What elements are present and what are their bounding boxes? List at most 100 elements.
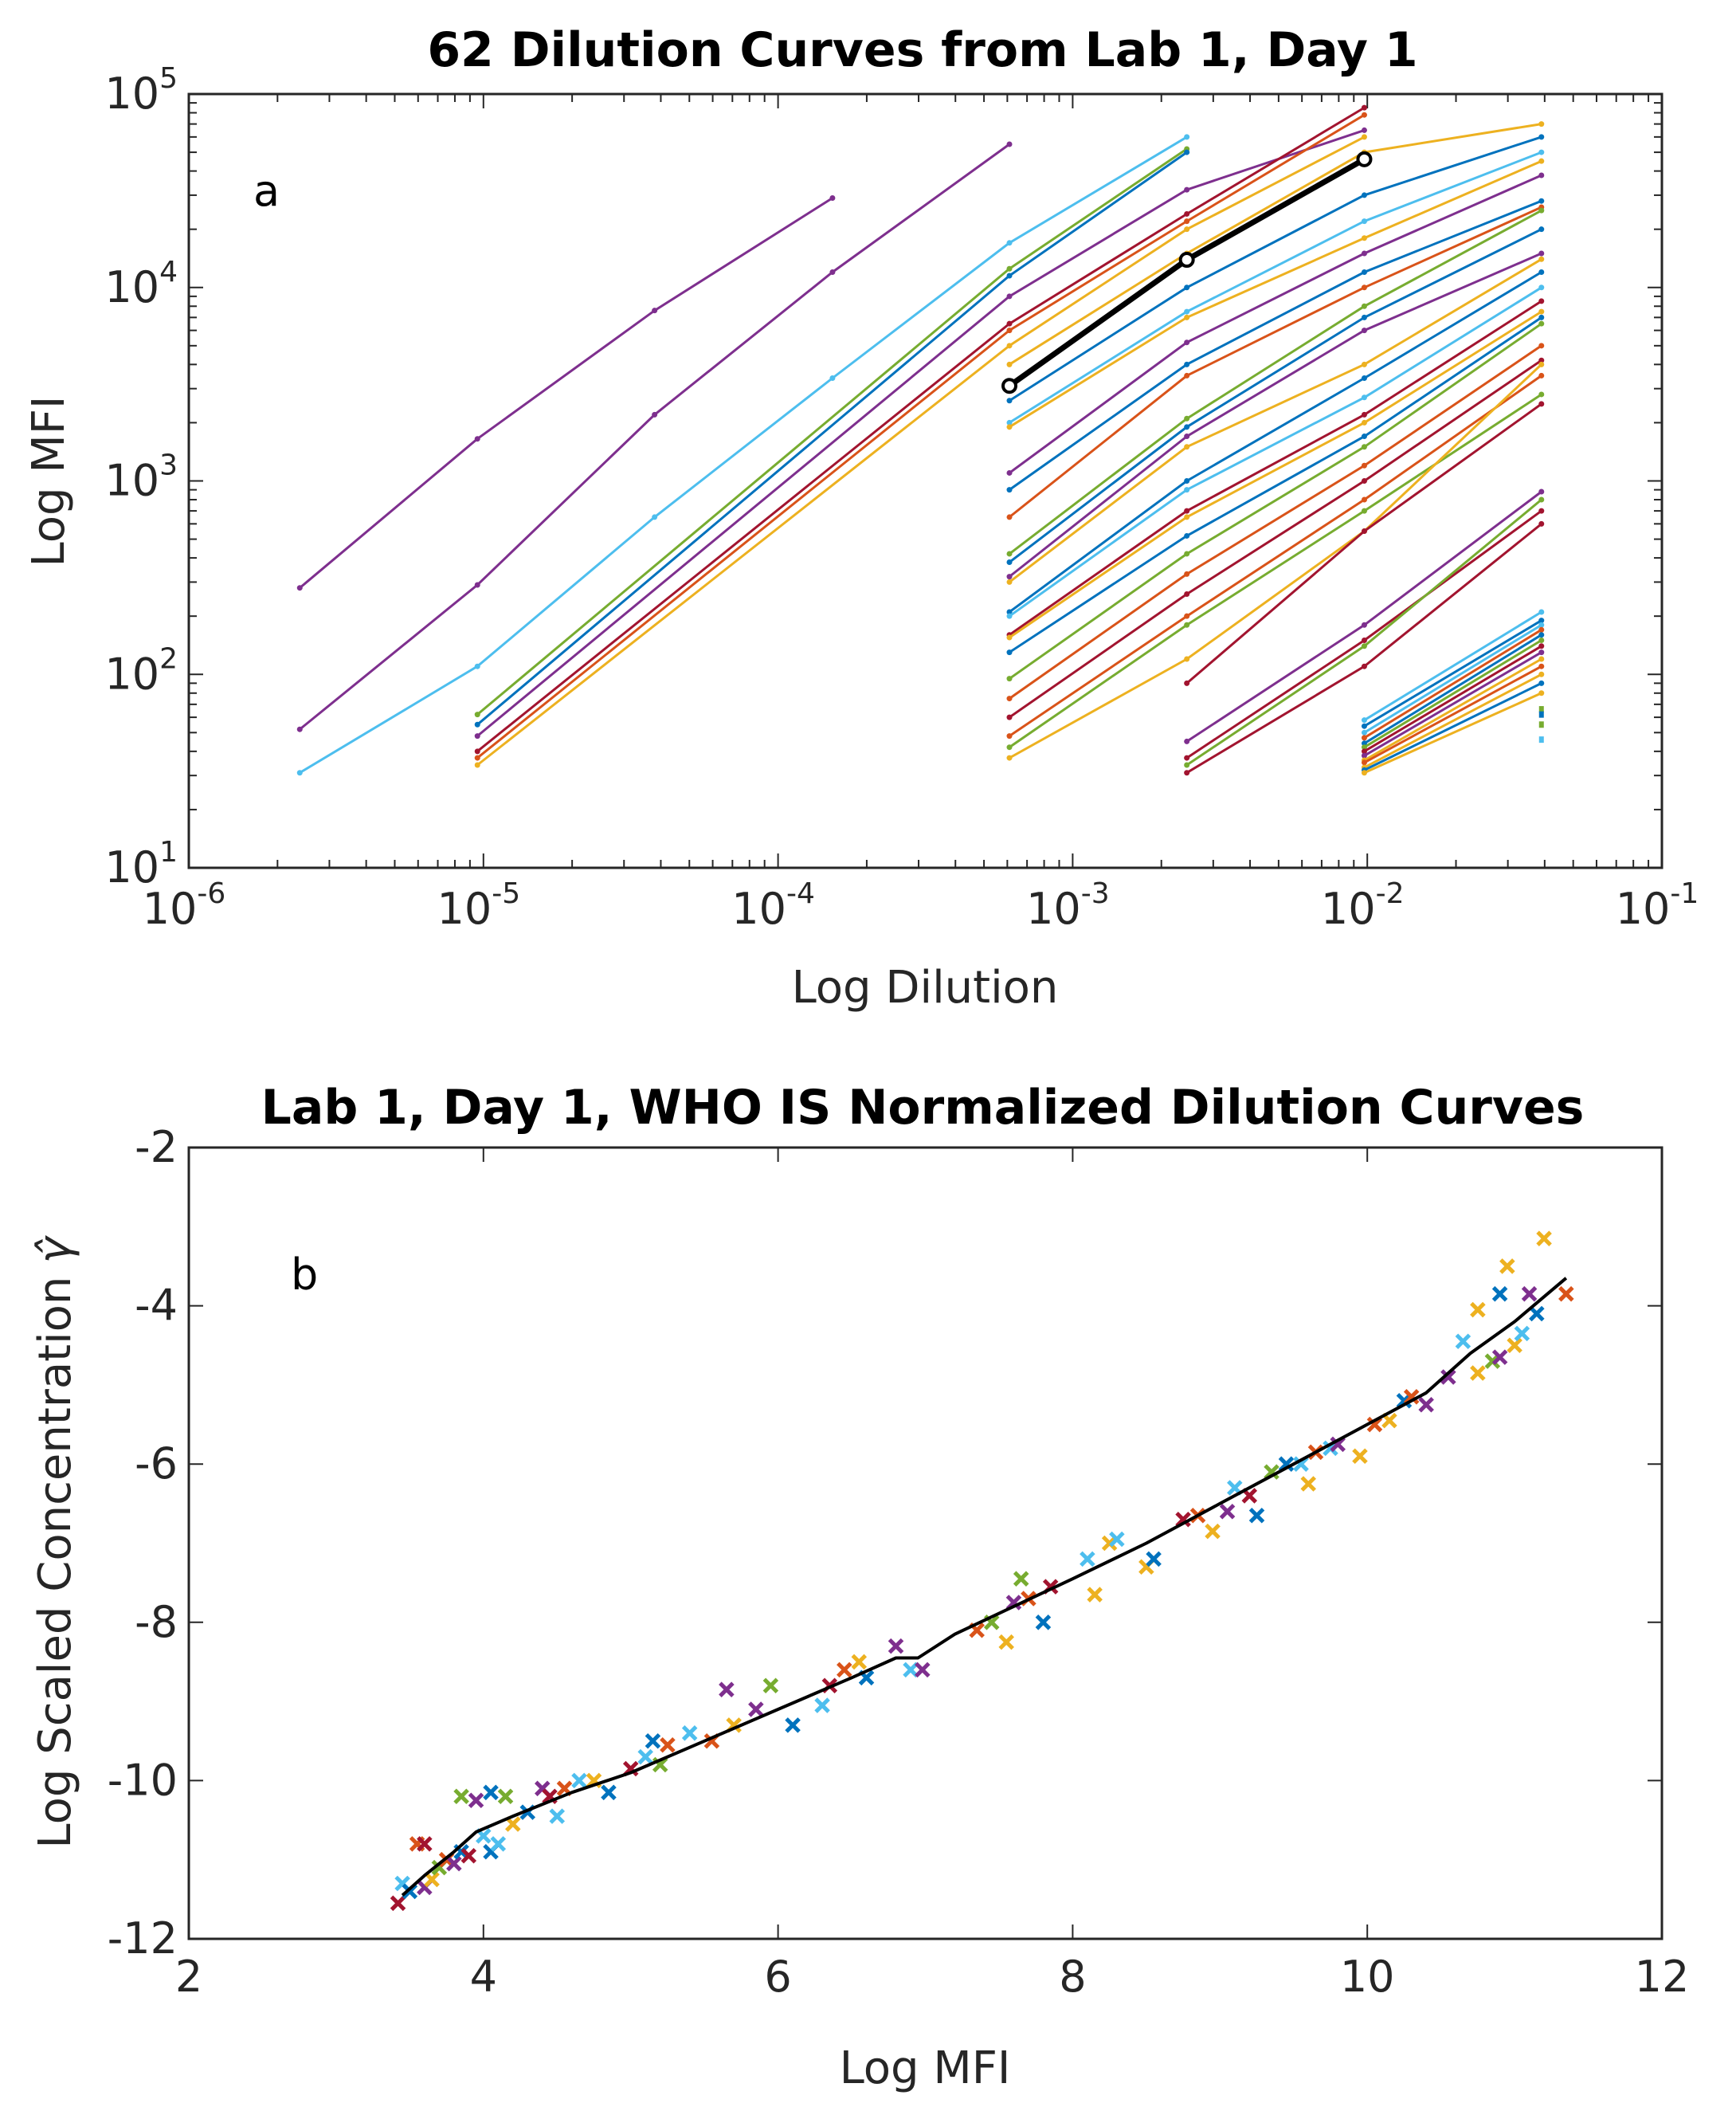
chart-a-series-point (1184, 339, 1190, 346)
chart-a-series-point (1361, 411, 1367, 418)
chart-a-y-tick-base: 10 (104, 842, 159, 893)
chart-a: 62 Dilution Curves from Lab 1, Day 1 10-… (23, 22, 1699, 1014)
chart-b-point-stroke-2 (1248, 1507, 1265, 1524)
chart-a-series-point (1538, 520, 1545, 527)
chart-b-point (1278, 1456, 1295, 1472)
chart-a-series-point (1538, 134, 1545, 140)
chart-b-y-tick-label: -2 (135, 1122, 178, 1172)
chart-a-series-point (1361, 419, 1367, 426)
chart-a-series-point (1538, 357, 1545, 363)
chart-a-series-line-16 (1009, 209, 1542, 555)
chart-b-point-stroke-2 (505, 1816, 521, 1832)
chart-b-point-stroke-2 (1499, 1258, 1515, 1274)
chart-a-series-point (1006, 714, 1013, 720)
chart-b-point-stroke-2 (652, 1756, 668, 1773)
chart-a-series-point (1361, 269, 1367, 276)
chart-a-y-tick-exp: 5 (159, 62, 178, 95)
chart-a-series-point (1361, 284, 1367, 291)
chart-a-series-point (1184, 434, 1190, 440)
chart-a-x-tick-exp: -6 (197, 877, 225, 910)
chart-a-series-point (1361, 729, 1367, 736)
chart-a-y-tick-exp: 3 (159, 449, 178, 482)
chart-a-series-point (1538, 391, 1545, 398)
chart-b-point (660, 1736, 676, 1753)
chart-b-y-axis-label-text: Log Scaled Concentration (29, 1277, 81, 1849)
chart-a-panel-label: a (253, 166, 280, 216)
chart-a-series-point (1361, 496, 1367, 503)
chart-b-y-axis-label: Log Scaled Concentration γ̂ (29, 1235, 81, 1849)
chart-a-series-point (1006, 487, 1013, 493)
chart-b-point (490, 1836, 507, 1852)
chart-b-point-stroke-2 (785, 1717, 801, 1733)
chart-a-series-point (1538, 172, 1545, 179)
chart-b-point-stroke-2 (1396, 1392, 1413, 1409)
chart-a-series-point (1361, 314, 1367, 320)
chart-a-series-point (1184, 755, 1190, 761)
chart-a-x-tick-base: 10 (731, 884, 786, 934)
chart-a-series-point (1006, 613, 1013, 619)
chart-a-series-point (1006, 733, 1013, 740)
chart-a-series-point (1538, 308, 1545, 315)
chart-b-point (1491, 1349, 1508, 1365)
chart-b-point (1491, 1285, 1508, 1302)
chart-a-series-point (1538, 269, 1545, 276)
chart-a-series-point (1538, 618, 1545, 624)
chart-a-y-tick-base: 10 (104, 69, 159, 119)
chart-b-point-stroke-2 (1366, 1416, 1383, 1433)
chart-b-point-stroke-2 (417, 1836, 433, 1852)
chart-b-y-tick-label: -8 (135, 1597, 178, 1647)
chart-b-point-stroke-2 (1440, 1369, 1456, 1385)
chart-a-y-tick-exp: 4 (159, 256, 178, 288)
chart-b-point (1484, 1353, 1501, 1369)
chart-a-x-tick-exp: -1 (1670, 877, 1699, 910)
chart-b-point-stroke-2 (571, 1772, 587, 1789)
chart-a-y-axis-label: Log MFI (23, 396, 75, 567)
chart-a-series-line-24 (1009, 316, 1542, 653)
chart-b-point-stroke-2 (969, 1622, 985, 1638)
chart-a-series-point (1006, 634, 1013, 641)
chart-a-series-line-18 (1009, 252, 1542, 578)
chart-a-series-point (1361, 723, 1367, 729)
chart-a-series-point (1184, 218, 1190, 225)
chart-a-y-tick-exp: 1 (159, 836, 178, 869)
chart-b-point (1440, 1369, 1456, 1385)
chart-b-point-stroke-2 (394, 1875, 410, 1892)
chart-a-x-tick-label: 10-5 (437, 877, 520, 934)
chart-b-point (1352, 1448, 1368, 1465)
chart-a-title: 62 Dilution Curves from Lab 1, Day 1 (427, 22, 1417, 78)
chart-a-series-point (1538, 226, 1545, 233)
chart-a-series-point (1361, 250, 1367, 257)
chart-a-series-line-39 (1363, 629, 1542, 740)
chart-a-series-point (1361, 508, 1367, 514)
chart-a-series-point (1184, 134, 1190, 140)
chart-a-series-point (1006, 343, 1013, 349)
chart-b-point (719, 1681, 735, 1697)
chart-b-point-stroke-2 (1264, 1464, 1279, 1480)
chart-a-series-point (1538, 320, 1545, 327)
chart-b-y-tick-label: -10 (108, 1755, 178, 1805)
chart-a-series-point (1361, 303, 1367, 309)
chart-a-series-point (1361, 528, 1367, 535)
chart-b-point-stroke-2 (402, 1883, 418, 1900)
chart-a-x-tick-label: 10-3 (1026, 877, 1110, 934)
chart-a-series-line-29 (1009, 393, 1542, 748)
chart-a-series-line-38 (1363, 624, 1542, 734)
chart-b-point-stroke-2 (837, 1662, 852, 1678)
chart-a-series-line-12 (1009, 159, 1542, 429)
chart-b-point (483, 1784, 499, 1801)
chart-b-point (402, 1883, 418, 1900)
chart-a-series-point (1184, 415, 1190, 422)
chart-a-series-line-17 (1009, 228, 1542, 563)
chart-a-series-point (1361, 717, 1367, 724)
chart-a-series-point (474, 663, 480, 669)
chart-a-series-point (1184, 551, 1190, 557)
chart-a-x-tick-exp: -2 (1376, 877, 1405, 910)
chart-b-point-stroke-2 (424, 1871, 440, 1888)
chart-b-point-stroke-2 (468, 1792, 484, 1808)
chart-a-end-point (1538, 706, 1544, 713)
chart-b-point (1470, 1365, 1486, 1381)
chart-a-series-point (1361, 192, 1367, 198)
chart-b-point-stroke-2 (483, 1784, 499, 1801)
chart-a-series-point (1184, 372, 1190, 379)
